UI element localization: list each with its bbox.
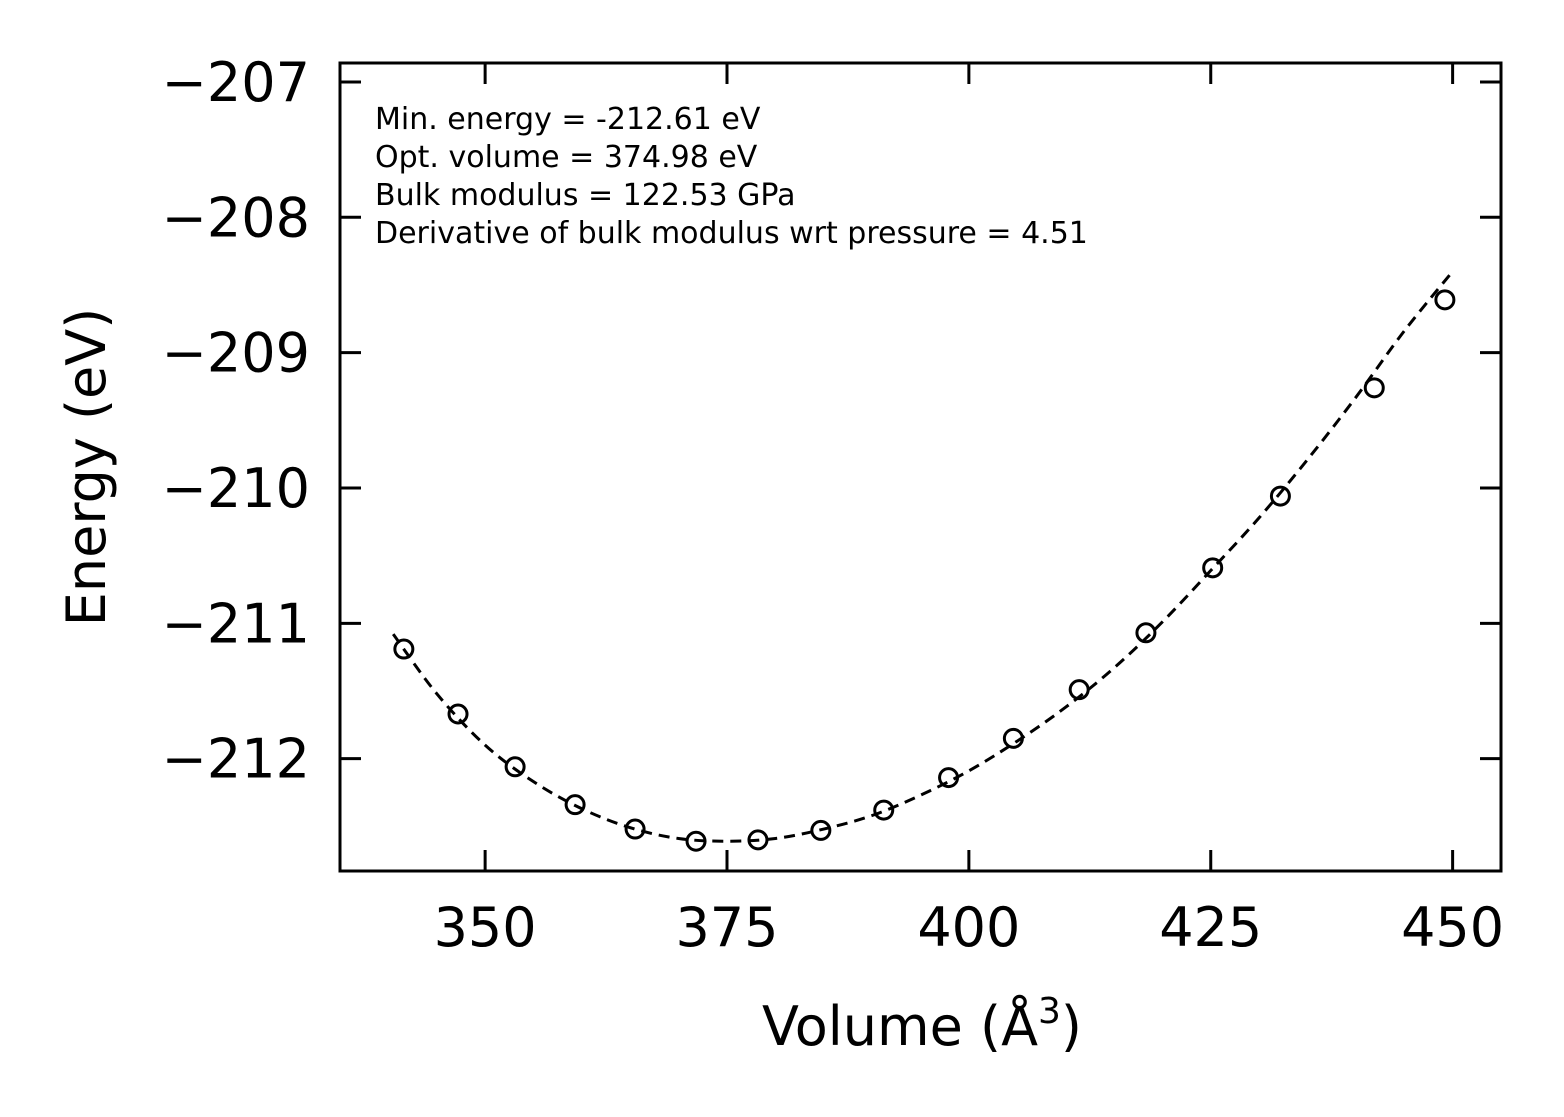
x-axis-title-superscript: 3	[1038, 991, 1061, 1032]
data-point	[938, 767, 960, 789]
y-tick-label: −209	[162, 322, 310, 385]
x-tick-label: 425	[1159, 896, 1262, 959]
annotation-bulk-derivative: Derivative of bulk modulus wrt pressure …	[375, 216, 1088, 251]
y-tick-label: −208	[162, 186, 310, 249]
data-point	[393, 638, 415, 660]
x-tick-label: 400	[917, 896, 1020, 959]
data-point	[624, 818, 646, 840]
y-tick-label: −207	[162, 51, 310, 114]
annotation-opt-volume: Opt. volume = 374.98 eV	[375, 140, 758, 175]
data-point	[1434, 289, 1456, 311]
data-point	[1135, 622, 1157, 644]
data-points-layer	[393, 289, 1456, 852]
annotation-min-energy: Min. energy = -212.61 eV	[375, 102, 761, 137]
data-point	[1068, 679, 1090, 701]
data-point	[1002, 727, 1024, 749]
x-axis-title-suffix: )	[1061, 995, 1082, 1058]
y-tick-label: −212	[162, 728, 310, 791]
x-axis-title: Volume (Å3)	[762, 991, 1082, 1058]
annotation-box: Min. energy = -212.61 eV Opt. volume = 3…	[375, 102, 1088, 251]
ticks-layer: 350 375 400 425 450 −207 −208 −209 −210 −211 −212	[162, 51, 1504, 959]
data-point	[1202, 557, 1224, 579]
data-point	[873, 799, 895, 821]
plot-frame	[338, 61, 1503, 873]
data-point	[810, 819, 832, 841]
fit-curve	[392, 270, 1454, 843]
data-point	[1269, 485, 1291, 507]
y-tick-label: −210	[162, 457, 310, 520]
y-tick-label: −211	[162, 592, 310, 655]
data-point	[747, 829, 769, 851]
x-tick-label: 450	[1401, 896, 1504, 959]
x-tick-label: 350	[434, 896, 537, 959]
data-point	[564, 794, 586, 816]
data-point	[685, 830, 707, 852]
x-tick-label: 375	[675, 896, 778, 959]
data-point	[504, 756, 526, 778]
annotation-bulk-modulus: Bulk modulus = 122.53 GPa	[375, 178, 796, 213]
y-axis-title: Energy (eV)	[55, 308, 118, 627]
data-point	[1363, 377, 1385, 399]
data-point	[447, 703, 469, 725]
fit-curve-layer	[392, 270, 1454, 843]
